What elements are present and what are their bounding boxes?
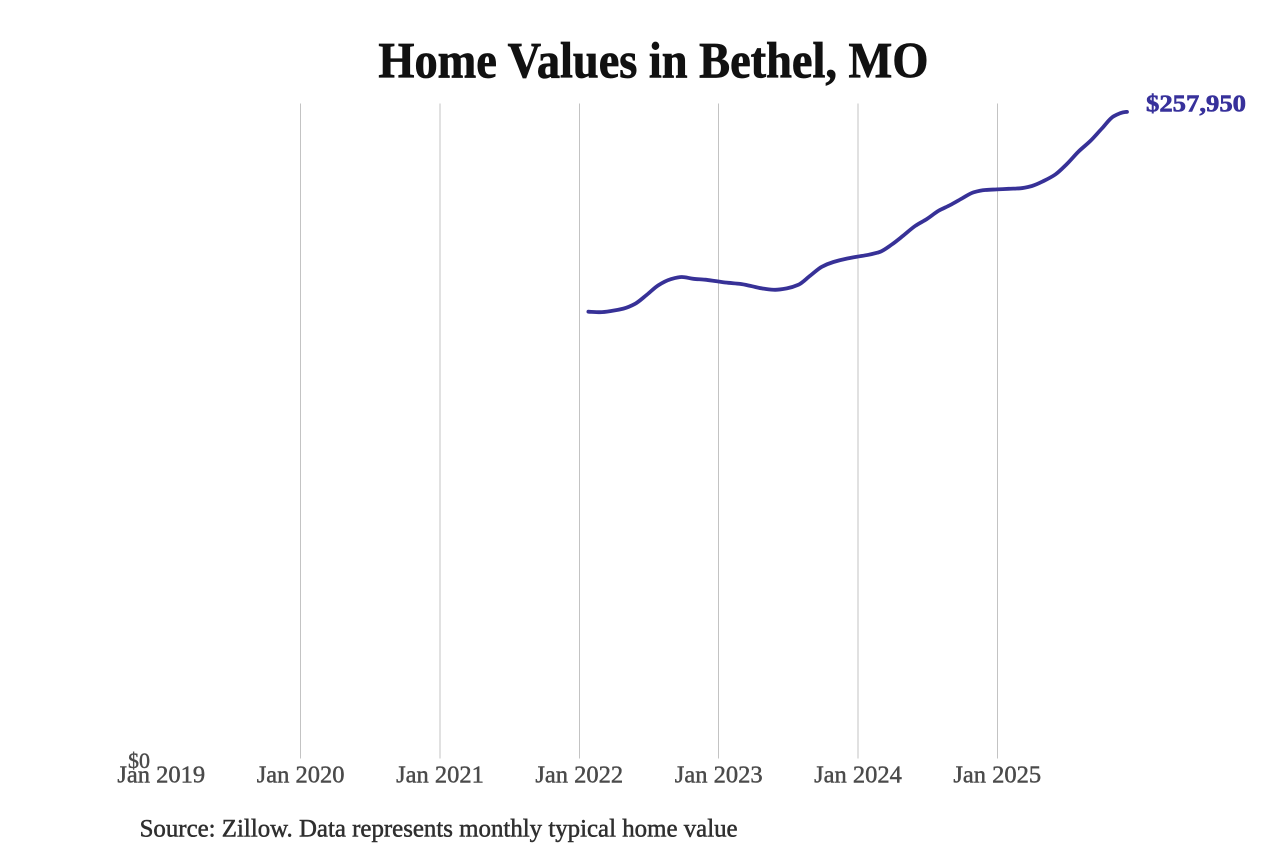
svg-text:Jan 2021: Jan 2021 (396, 762, 484, 789)
svg-text:$257,950: $257,950 (1146, 92, 1246, 118)
svg-text:Jan 2024: Jan 2024 (814, 762, 902, 789)
svg-text:Jan 2025: Jan 2025 (953, 762, 1041, 789)
svg-text:Jan 2020: Jan 2020 (257, 762, 345, 789)
svg-text:Jan 2019: Jan 2019 (117, 762, 205, 789)
svg-text:Home Values in Bethel, MO: Home Values in Bethel, MO (378, 32, 928, 88)
svg-text:Jan 2022: Jan 2022 (535, 762, 623, 789)
svg-text:Source: Zillow. Data represent: Source: Zillow. Data represents monthly … (140, 813, 738, 842)
svg-text:Jan 2023: Jan 2023 (675, 762, 763, 789)
svg-text:$0: $0 (128, 748, 150, 773)
